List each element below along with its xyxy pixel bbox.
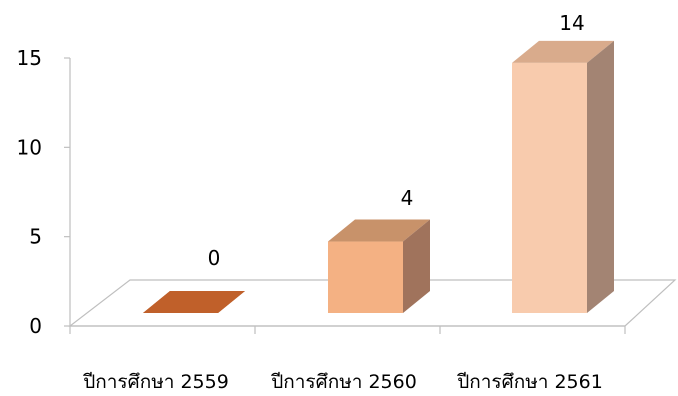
- y-tick-label: 10: [17, 135, 42, 159]
- y-tick-label: 5: [29, 225, 42, 249]
- x-ticks: [69, 326, 626, 334]
- bar: [512, 40, 614, 313]
- value-labels: 0 4 14: [208, 11, 585, 270]
- bar-front-face: [328, 241, 403, 313]
- x-category-label: ปีการศึกษา 2560: [270, 371, 416, 393]
- data-label: 14: [559, 11, 584, 35]
- x-category-label: ปีการศึกษา 2561: [456, 371, 602, 393]
- bars: [143, 40, 614, 313]
- bar: [328, 219, 430, 313]
- bar: [143, 291, 245, 313]
- bar-top-face: [512, 40, 614, 63]
- y-tick-label: 0: [29, 314, 42, 338]
- data-label: 0: [208, 246, 221, 270]
- y-tick-label: 15: [17, 46, 42, 70]
- bar-front-face: [512, 62, 587, 313]
- bar-top-face: [328, 219, 430, 242]
- bar-flat-slab: [143, 291, 245, 313]
- bar-side-face: [587, 40, 614, 313]
- data-label: 4: [401, 186, 414, 210]
- y-ticks: 0 5 10 15: [17, 46, 70, 338]
- category-labels: ปีการศึกษา 2559 ปีการศึกษา 2560 ปีการศึกษา…: [82, 371, 602, 393]
- x-category-label: ปีการศึกษา 2559: [82, 371, 228, 393]
- bar-side-face: [403, 219, 430, 313]
